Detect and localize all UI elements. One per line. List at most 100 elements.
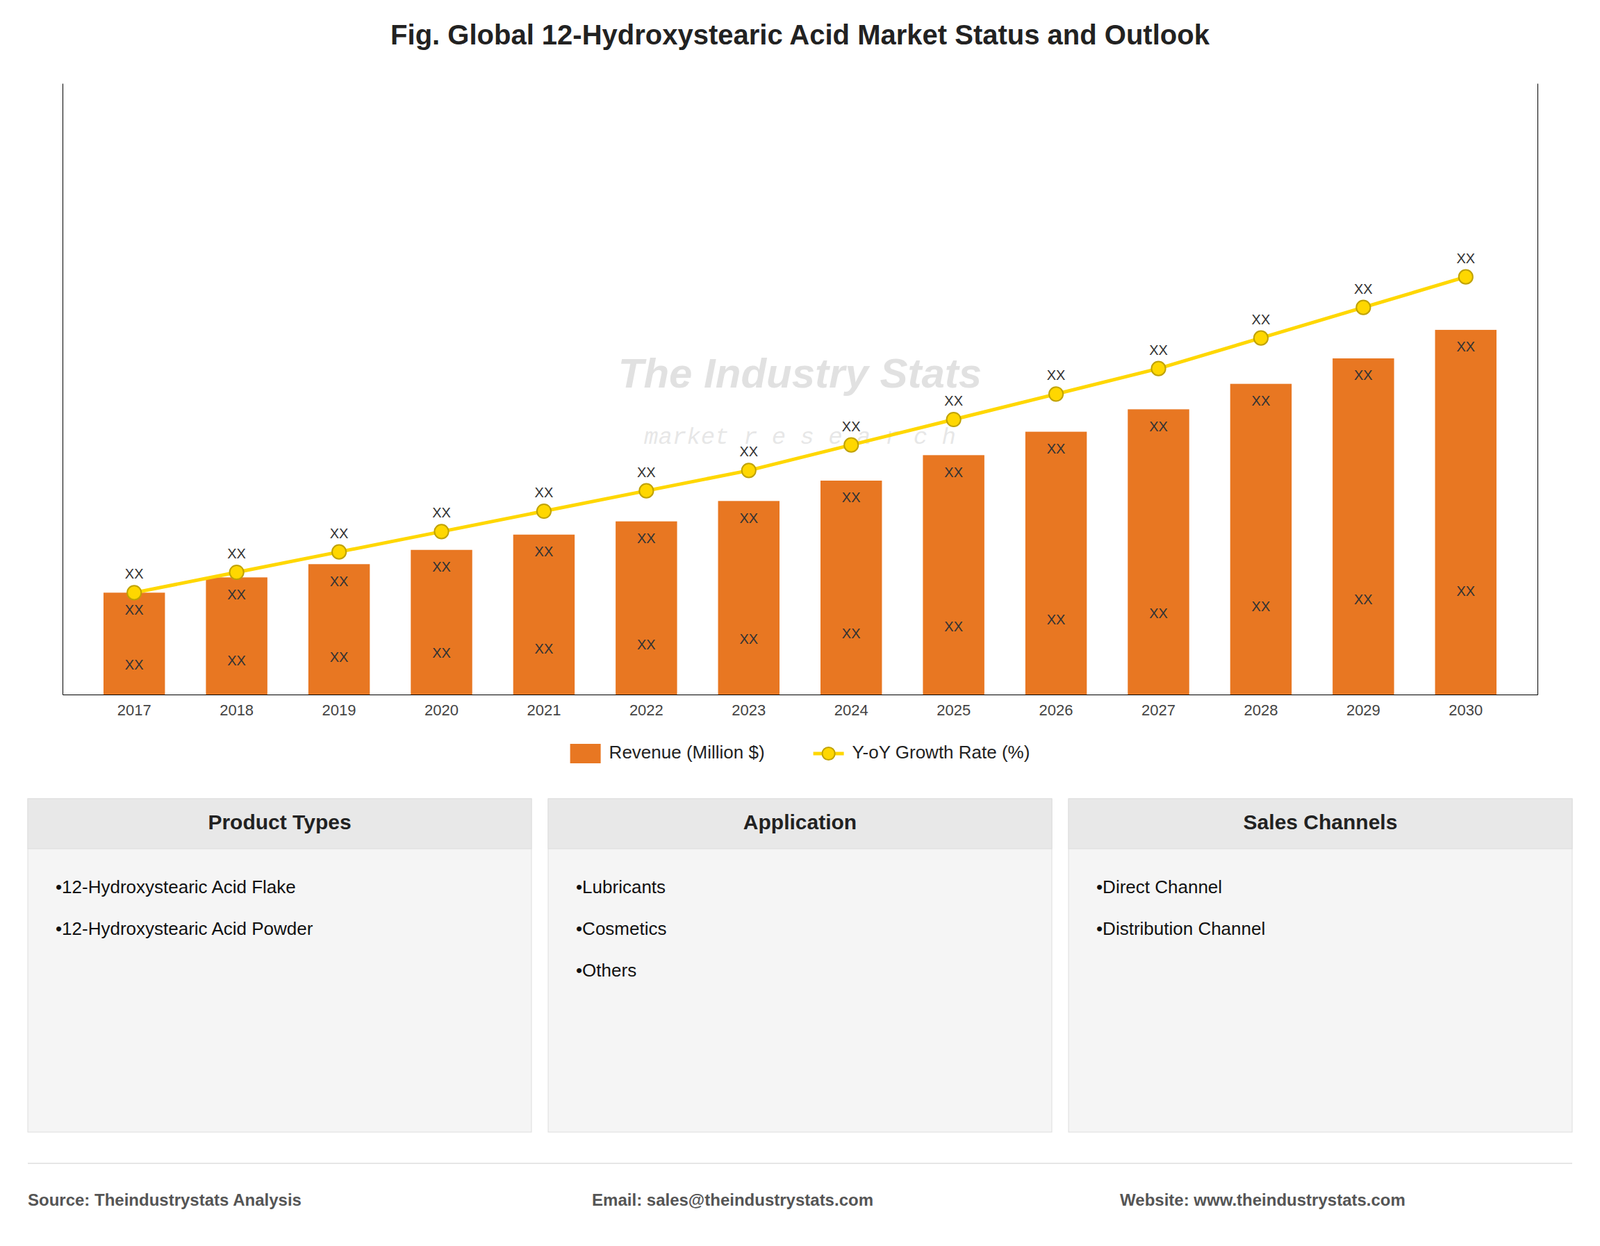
tick: 2026 (1039, 694, 1074, 720)
legend: Revenue (Million $)Y-oY Growth Rate (%) (570, 741, 1031, 764)
line-marker (946, 412, 961, 427)
bar (1025, 432, 1087, 695)
watermark: The Industry Stats market r e s e a r c h (618, 350, 982, 451)
plot-marks (103, 270, 1497, 695)
section-title: Sales Channels (1243, 810, 1398, 834)
tick-label: 2018 (219, 701, 254, 720)
line-annotation: XX (432, 505, 451, 521)
bar (103, 592, 165, 695)
line-series (127, 270, 1473, 601)
line-marker (844, 438, 859, 453)
legend-marker (822, 747, 836, 761)
tick: 2027 (1141, 694, 1176, 720)
footer-text: Source: Theindustrystats Analysis (27, 1190, 302, 1210)
line-marker (229, 565, 244, 580)
bar-annotation: XX (227, 653, 246, 669)
line-marker (434, 524, 449, 539)
bar (820, 480, 882, 695)
line-annotation: XX (1251, 311, 1271, 328)
bar-annotation: XX (1046, 612, 1066, 628)
tick-label: 2023 (731, 701, 766, 720)
chart-title: Fig. Global 12-Hydroxystearic Acid Marke… (390, 19, 1211, 51)
tick-label: 2019 (322, 701, 357, 720)
line-annotation: XX (125, 566, 144, 582)
info-section: Sales Channels•Direct Channel•Distributi… (1068, 798, 1573, 1133)
tick-label: 2024 (834, 701, 869, 720)
section-body (1068, 798, 1573, 1133)
bar-top-annotation: XX (1354, 367, 1373, 383)
bar (513, 534, 575, 695)
line-marker (127, 585, 142, 600)
bar (1435, 330, 1497, 695)
tick-label: 2029 (1346, 701, 1381, 720)
bar-annotation: XX (125, 657, 144, 673)
bar-annotation: XX (944, 619, 963, 635)
watermark-text: market r e s e a r c h (644, 424, 956, 451)
section-item: •Direct Channel (1096, 876, 1223, 898)
line-marker (537, 504, 551, 519)
section-body (27, 798, 532, 1133)
section-item: •Others (575, 960, 637, 981)
tick: 2030 (1448, 694, 1483, 720)
section-header (27, 798, 532, 849)
line-annotation: XX (739, 443, 758, 460)
y2-axis (1537, 84, 1539, 696)
tick: 2029 (1346, 694, 1381, 720)
axis-line (62, 84, 64, 696)
tick-label: 2028 (1243, 701, 1278, 720)
section-item: •Lubricants (575, 876, 666, 898)
line-annotation: XX (637, 464, 656, 481)
legend-item: Revenue (Million $) (570, 741, 765, 764)
chart-root: Fig. Global 12-Hydroxystearic Acid Marke… (0, 0, 1600, 1246)
bar-annotation: XX (739, 631, 758, 647)
section-header (548, 798, 1052, 849)
line (134, 277, 1466, 594)
footer-text: Email: sales@theindustrystats.com (591, 1190, 874, 1210)
bar (205, 577, 267, 695)
line-annotation: XX (1354, 281, 1373, 297)
line-marker (1049, 386, 1063, 401)
bar (1332, 358, 1394, 695)
bar-annotation: XX (1354, 591, 1373, 608)
tick-label: 2030 (1448, 701, 1483, 720)
tick: 2019 (322, 694, 357, 720)
tick: 2025 (936, 694, 971, 720)
line-marker (1151, 361, 1166, 376)
line-marker (1458, 270, 1473, 285)
tick: 2022 (629, 694, 664, 720)
line-annotation: XX (842, 418, 861, 435)
bar (718, 500, 780, 695)
bar-top-annotation: XX (1456, 339, 1475, 355)
line-annotation: XX (330, 525, 349, 542)
annotations: XX XX XX XX XX XX XX XX XX XX XX XX XX XX XX XX XX XX XX XX… (125, 250, 1475, 674)
bar (410, 550, 472, 695)
info-sections: Product Types•12-Hydroxystearic Acid Fla… (27, 798, 1573, 1133)
tick: 2028 (1243, 694, 1278, 720)
section-item: •Cosmetics (575, 918, 667, 940)
bar (1230, 384, 1292, 695)
section-body (548, 798, 1052, 1133)
line-marker (741, 463, 756, 478)
bar-top-annotation: XX (432, 559, 451, 575)
watermark-text: The Industry Stats (618, 350, 982, 397)
x-axis: 2017 2018 2019 2020 2021 2022 2023 2024 2025 2026… (63, 694, 1539, 720)
info-section: Product Types•12-Hydroxystearic Acid Fla… (27, 798, 532, 1133)
bar-series (103, 330, 1497, 695)
section-header (1068, 798, 1573, 849)
legend-label: Revenue (Million $) (609, 741, 765, 763)
tick-label: 2021 (526, 701, 561, 720)
bar-top-annotation: XX (534, 543, 554, 560)
section-title: Application (743, 810, 857, 834)
section-item: •12-Hydroxystearic Acid Powder (55, 918, 314, 940)
tick: 2021 (526, 694, 561, 720)
line-marker (639, 484, 654, 499)
tick: 2017 (117, 694, 152, 720)
tick: 2024 (834, 694, 869, 720)
bar (308, 564, 370, 695)
tick: 2018 (219, 694, 254, 720)
bar-top-annotation: XX (637, 530, 656, 547)
bar-top-annotation: XX (739, 510, 758, 526)
tick: 2020 (424, 694, 459, 720)
bar-top-annotation: XX (227, 587, 246, 603)
line-annotation: XX (1456, 250, 1475, 267)
